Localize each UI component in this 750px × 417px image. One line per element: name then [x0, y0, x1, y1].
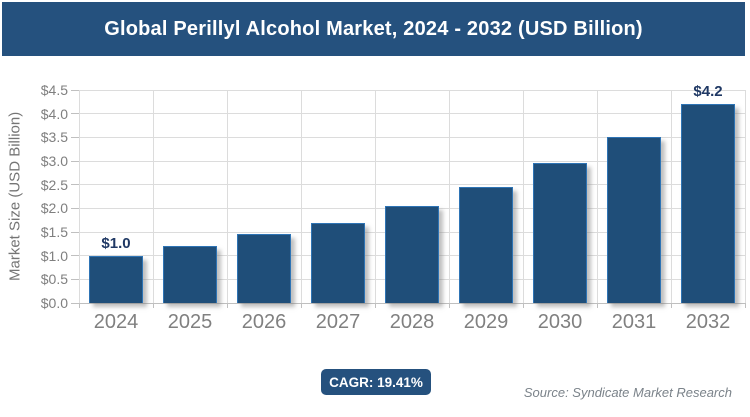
x-tick-mark	[744, 303, 746, 308]
x-tick-mark	[300, 303, 302, 308]
y-tick-label: $0.5	[40, 271, 68, 288]
x-gridline	[374, 90, 376, 303]
y-tick-mark	[71, 113, 79, 115]
chart-title: Global Perillyl Alcohol Market, 2024 - 2…	[104, 17, 643, 40]
x-gridline	[522, 90, 524, 303]
x-tick-label: 2029	[463, 311, 509, 333]
y-tick-label: $0.0	[40, 295, 68, 311]
x-gridline	[300, 90, 302, 303]
x-tick-mark	[226, 303, 228, 308]
y-gridline	[79, 302, 745, 304]
x-tick-label: 2025	[167, 311, 213, 333]
x-tick-label: 2024	[93, 311, 139, 333]
x-tick-label: 2031	[611, 311, 657, 333]
x-gridline	[596, 90, 598, 303]
y-gridline	[79, 160, 745, 162]
bar	[237, 234, 291, 303]
cagr-badge: CAGR: 19.41%	[321, 369, 431, 395]
y-tick-label: $1.0	[40, 247, 68, 264]
y-tick-label: $4.0	[40, 105, 68, 122]
bar	[311, 222, 365, 303]
bar-value-label: $1.0	[101, 234, 131, 252]
x-gridline	[152, 90, 154, 303]
y-tick-mark	[71, 136, 79, 138]
y-gridline	[79, 113, 745, 115]
x-tick-mark	[522, 303, 524, 308]
bar	[459, 187, 513, 303]
bar	[385, 205, 439, 303]
x-tick-label: 2028	[389, 311, 435, 333]
bar-value-label: $4.2	[693, 83, 723, 101]
x-gridline	[78, 90, 80, 303]
x-tick-mark	[78, 303, 80, 308]
bar	[163, 246, 217, 303]
x-tick-mark	[152, 303, 154, 308]
y-gridline	[79, 136, 745, 138]
y-gridline	[79, 184, 745, 186]
x-tick-label: 2032	[685, 311, 731, 333]
x-tick-label: 2027	[315, 311, 361, 333]
x-tick-label: 2030	[537, 311, 583, 333]
x-gridline	[226, 90, 228, 303]
y-tick-mark	[71, 231, 79, 233]
x-gridline	[448, 90, 450, 303]
y-tick-label: $4.5	[40, 82, 68, 98]
bar	[681, 104, 735, 303]
plot-area	[78, 89, 746, 304]
y-tick-label: $2.5	[40, 176, 68, 193]
bar	[533, 163, 587, 303]
source-note: Source: Syndicate Market Research	[523, 385, 732, 400]
x-tick-mark	[670, 303, 672, 308]
y-tick-mark	[71, 160, 79, 162]
y-tick-label: $2.0	[40, 200, 68, 217]
y-tick-mark	[71, 89, 79, 91]
y-tick-mark	[71, 302, 79, 304]
x-tick-mark	[374, 303, 376, 308]
y-tick-mark	[71, 207, 79, 209]
y-tick-mark	[71, 278, 79, 280]
x-tick-mark	[448, 303, 450, 308]
y-tick-label: $3.0	[40, 153, 68, 169]
bar	[89, 255, 143, 303]
y-gridline	[79, 89, 745, 91]
y-tick-mark	[71, 255, 79, 257]
x-tick-label: 2026	[241, 311, 287, 333]
y-tick-label: $1.5	[40, 224, 68, 240]
chart-title-banner: Global Perillyl Alcohol Market, 2024 - 2…	[2, 2, 745, 56]
y-tick-label: $3.5	[40, 129, 68, 146]
bar	[607, 137, 661, 303]
x-tick-mark	[596, 303, 598, 308]
y-tick-mark	[71, 184, 79, 186]
x-gridline	[744, 90, 746, 303]
x-gridline	[670, 90, 672, 303]
